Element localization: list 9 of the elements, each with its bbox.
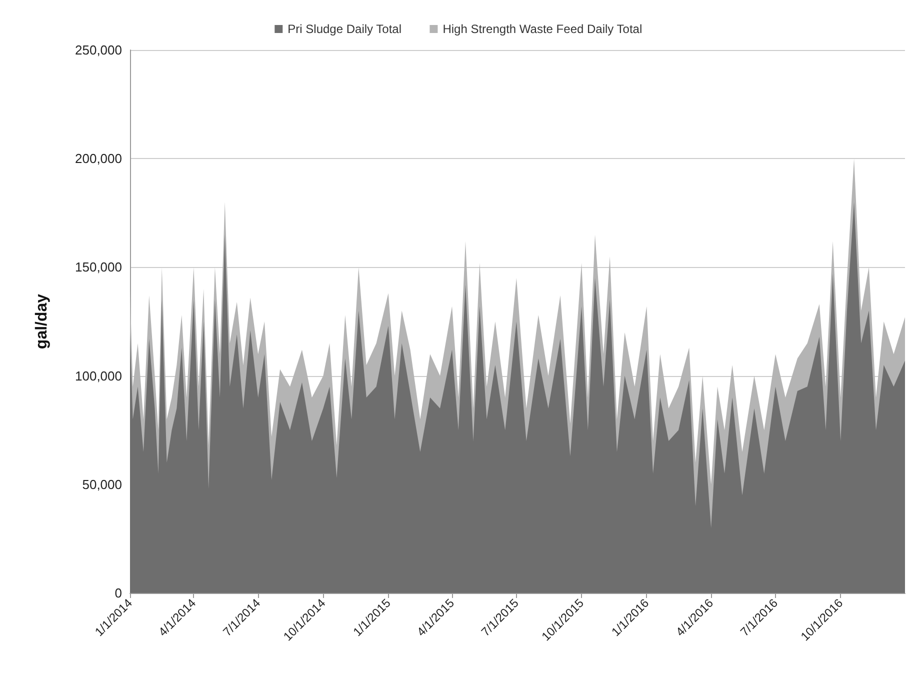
y-tick-label: 50,000 bbox=[82, 476, 122, 492]
y-axis-title: gal/day bbox=[34, 294, 50, 350]
y-tick-label: 200,000 bbox=[75, 151, 122, 166]
legend-label: Pri Sludge Daily Total bbox=[288, 22, 402, 36]
legend-label: High Strength Waste Feed Daily Total bbox=[442, 22, 642, 36]
y-tick-label: 150,000 bbox=[75, 260, 122, 275]
y-tick-label: 250,000 bbox=[75, 42, 122, 58]
y-tick-label: 0 bbox=[114, 586, 122, 600]
y-tick-label: 100,000 bbox=[75, 368, 122, 384]
